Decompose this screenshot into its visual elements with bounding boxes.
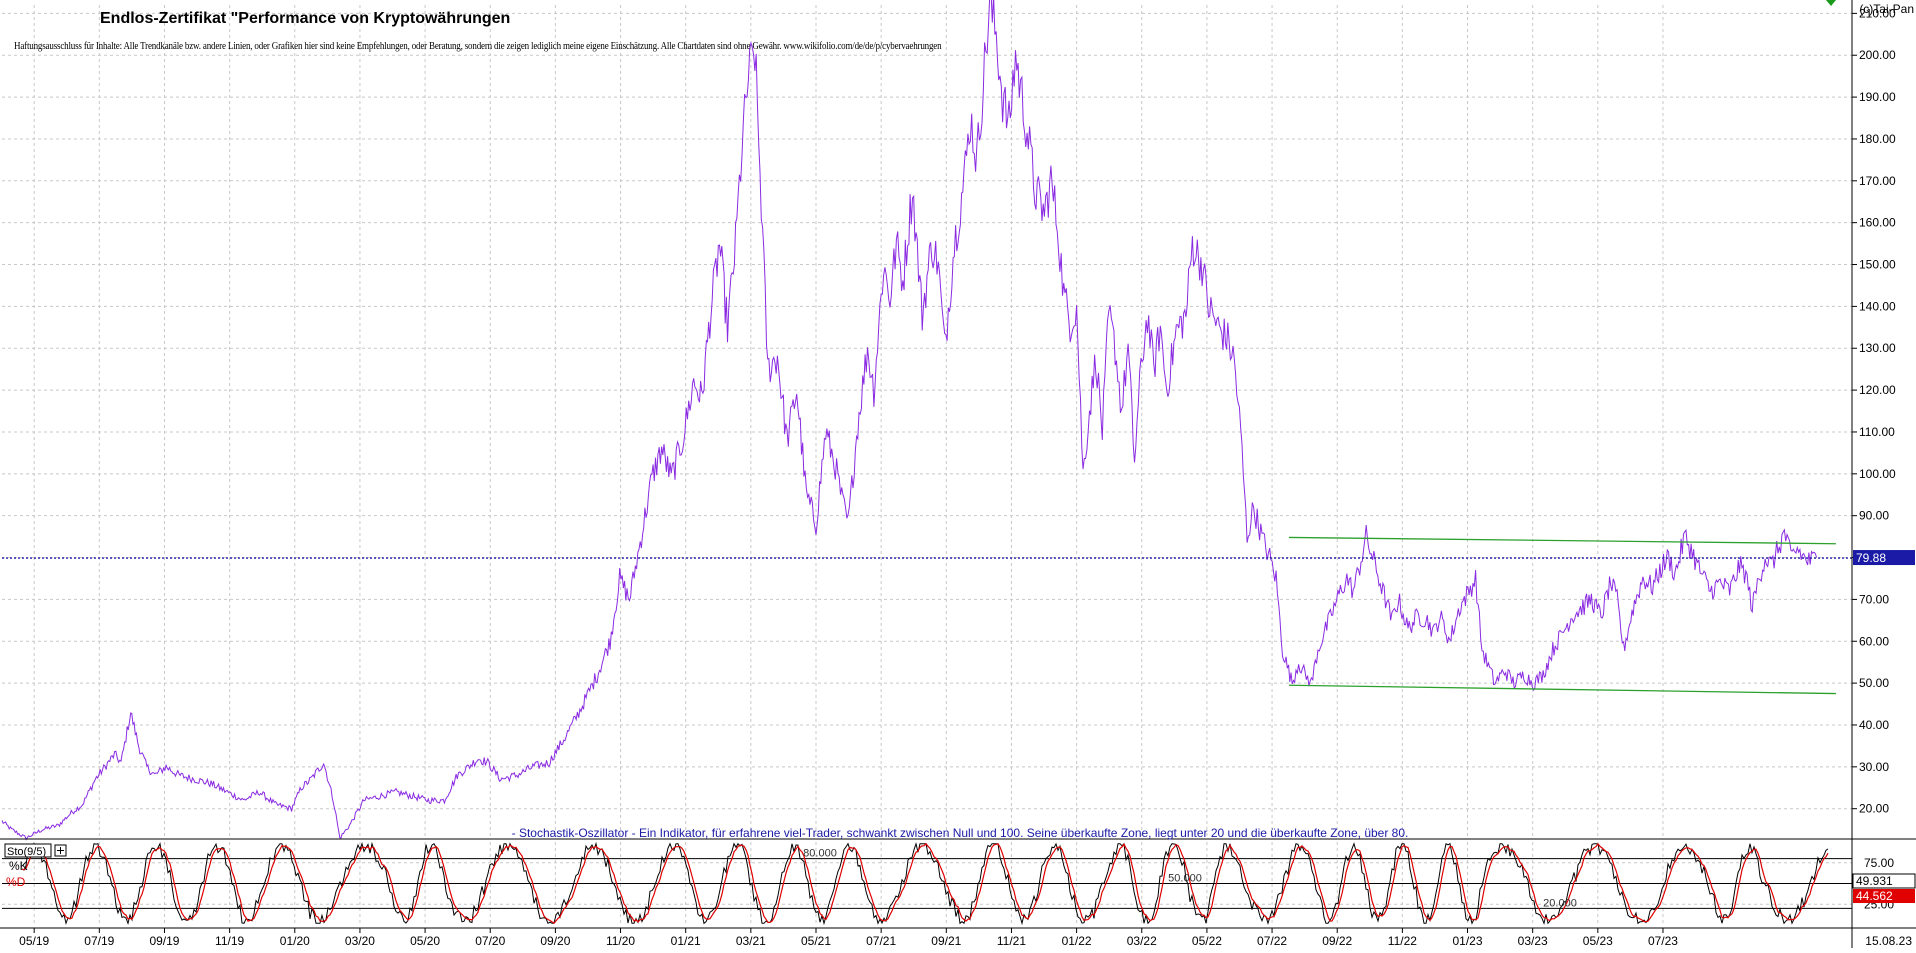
trend-line <box>1288 684 1836 695</box>
d-value-badge <box>1853 889 1915 903</box>
time-tick-label: 11/21 <box>997 934 1026 948</box>
time-tick-label: 07/19 <box>84 934 114 948</box>
green-arrow-icon <box>1826 0 1836 6</box>
stochastic-grid <box>2 842 1852 925</box>
last-price-label: 79.88 <box>1856 551 1886 565</box>
time-tick-label: 05/23 <box>1583 934 1613 948</box>
time-tick-label: 07/23 <box>1648 934 1678 948</box>
price-tick-label: 90.00 <box>1859 509 1889 523</box>
price-tick-label: 60.00 <box>1859 634 1889 648</box>
time-tick-label: 11/22 <box>1388 934 1417 948</box>
time-tick-label: 03/22 <box>1127 934 1157 948</box>
price-tick-label: 30.00 <box>1859 760 1889 774</box>
time-tick-label: 03/20 <box>345 934 375 948</box>
stochastic-d-line <box>21 842 1829 924</box>
stochastic-reference-label: 50.000 <box>1168 873 1202 885</box>
price-grid <box>2 5 1852 838</box>
time-tick-label: 09/22 <box>1322 934 1352 948</box>
indicator-label-box <box>4 843 52 858</box>
time-tick-label: 05/21 <box>801 934 831 948</box>
k-value-label: 49.931 <box>1856 874 1893 888</box>
time-tick-label: 09/21 <box>931 934 961 948</box>
time-tick-label: 01/21 <box>671 934 701 948</box>
time-tick-label: 09/20 <box>540 934 570 948</box>
time-tick-label: 01/22 <box>1062 934 1092 948</box>
k-value-badge <box>1852 873 1916 889</box>
price-tick-label: 40.00 <box>1859 718 1889 732</box>
chart-title: Endlos-Zertifikat "Performance von Krypt… <box>100 10 511 27</box>
disclaimer-text: Haftungsausschluss für Inhalte: Alle Tre… <box>14 41 942 52</box>
price-tick-label: 200.00 <box>1859 48 1896 62</box>
price-tick-label: 100.00 <box>1859 467 1896 481</box>
d-legend: %D <box>6 875 26 889</box>
price-tick-label: 210.00 <box>1859 6 1896 20</box>
time-tick-label: 01/23 <box>1453 934 1483 948</box>
time-tick-label: 07/21 <box>866 934 896 948</box>
time-tick-label: 03/23 <box>1518 934 1548 948</box>
price-tick-label: 140.00 <box>1859 299 1896 313</box>
stochastic-title: - Stochastik-Oszillator - Ein Indikator,… <box>512 826 1409 840</box>
price-tick-label: 170.00 <box>1859 174 1896 188</box>
stochastic-marks <box>21 841 1829 926</box>
date-label: 15.08.23 <box>1865 934 1912 948</box>
price-tick-label: 180.00 <box>1859 132 1896 146</box>
price-tick-label: 20.00 <box>1859 802 1889 816</box>
price-tick-label: 190.00 <box>1859 90 1896 104</box>
stochastic-k-line <box>21 841 1829 926</box>
indicator-label: Sto(9/5) <box>7 846 46 858</box>
price-tick-label: 50.00 <box>1859 676 1889 690</box>
time-tick-label: 11/20 <box>606 934 635 948</box>
price-tick-label: 110.00 <box>1859 425 1895 439</box>
price-tick-label: 160.00 <box>1859 216 1896 230</box>
k-legend: %K <box>9 859 28 873</box>
last-price-badge <box>1853 550 1915 566</box>
price-tick-label: 130.00 <box>1859 341 1896 355</box>
trend-line <box>1288 536 1836 545</box>
time-tick-label: 01/20 <box>280 934 310 948</box>
stochastic-reference-label: 80.000 <box>803 848 837 860</box>
price-series-line <box>1 0 1818 841</box>
price-tick-label: 70.00 <box>1859 592 1889 606</box>
d-value-label: 44.562 <box>1856 889 1893 903</box>
stochastic-reference-label: 20.000 <box>1543 897 1577 909</box>
stochastic-tick-label: 75.00 <box>1864 856 1894 870</box>
time-tick-label: 05/20 <box>410 934 440 948</box>
price-marks <box>1 0 1852 841</box>
time-tick-label: 07/20 <box>475 934 505 948</box>
time-tick-label: 05/22 <box>1192 934 1222 948</box>
price-tick-label: 150.00 <box>1859 258 1896 272</box>
time-tick-label: 03/21 <box>736 934 766 948</box>
time-tick-label: 09/19 <box>149 934 179 948</box>
time-tick-label: 07/22 <box>1257 934 1287 948</box>
time-tick-label: 05/19 <box>19 934 49 948</box>
copyright-text: (c)Tai-Pan <box>1859 2 1914 16</box>
time-tick-label: 11/19 <box>215 934 244 948</box>
price-tick-label: 120.00 <box>1859 383 1896 397</box>
